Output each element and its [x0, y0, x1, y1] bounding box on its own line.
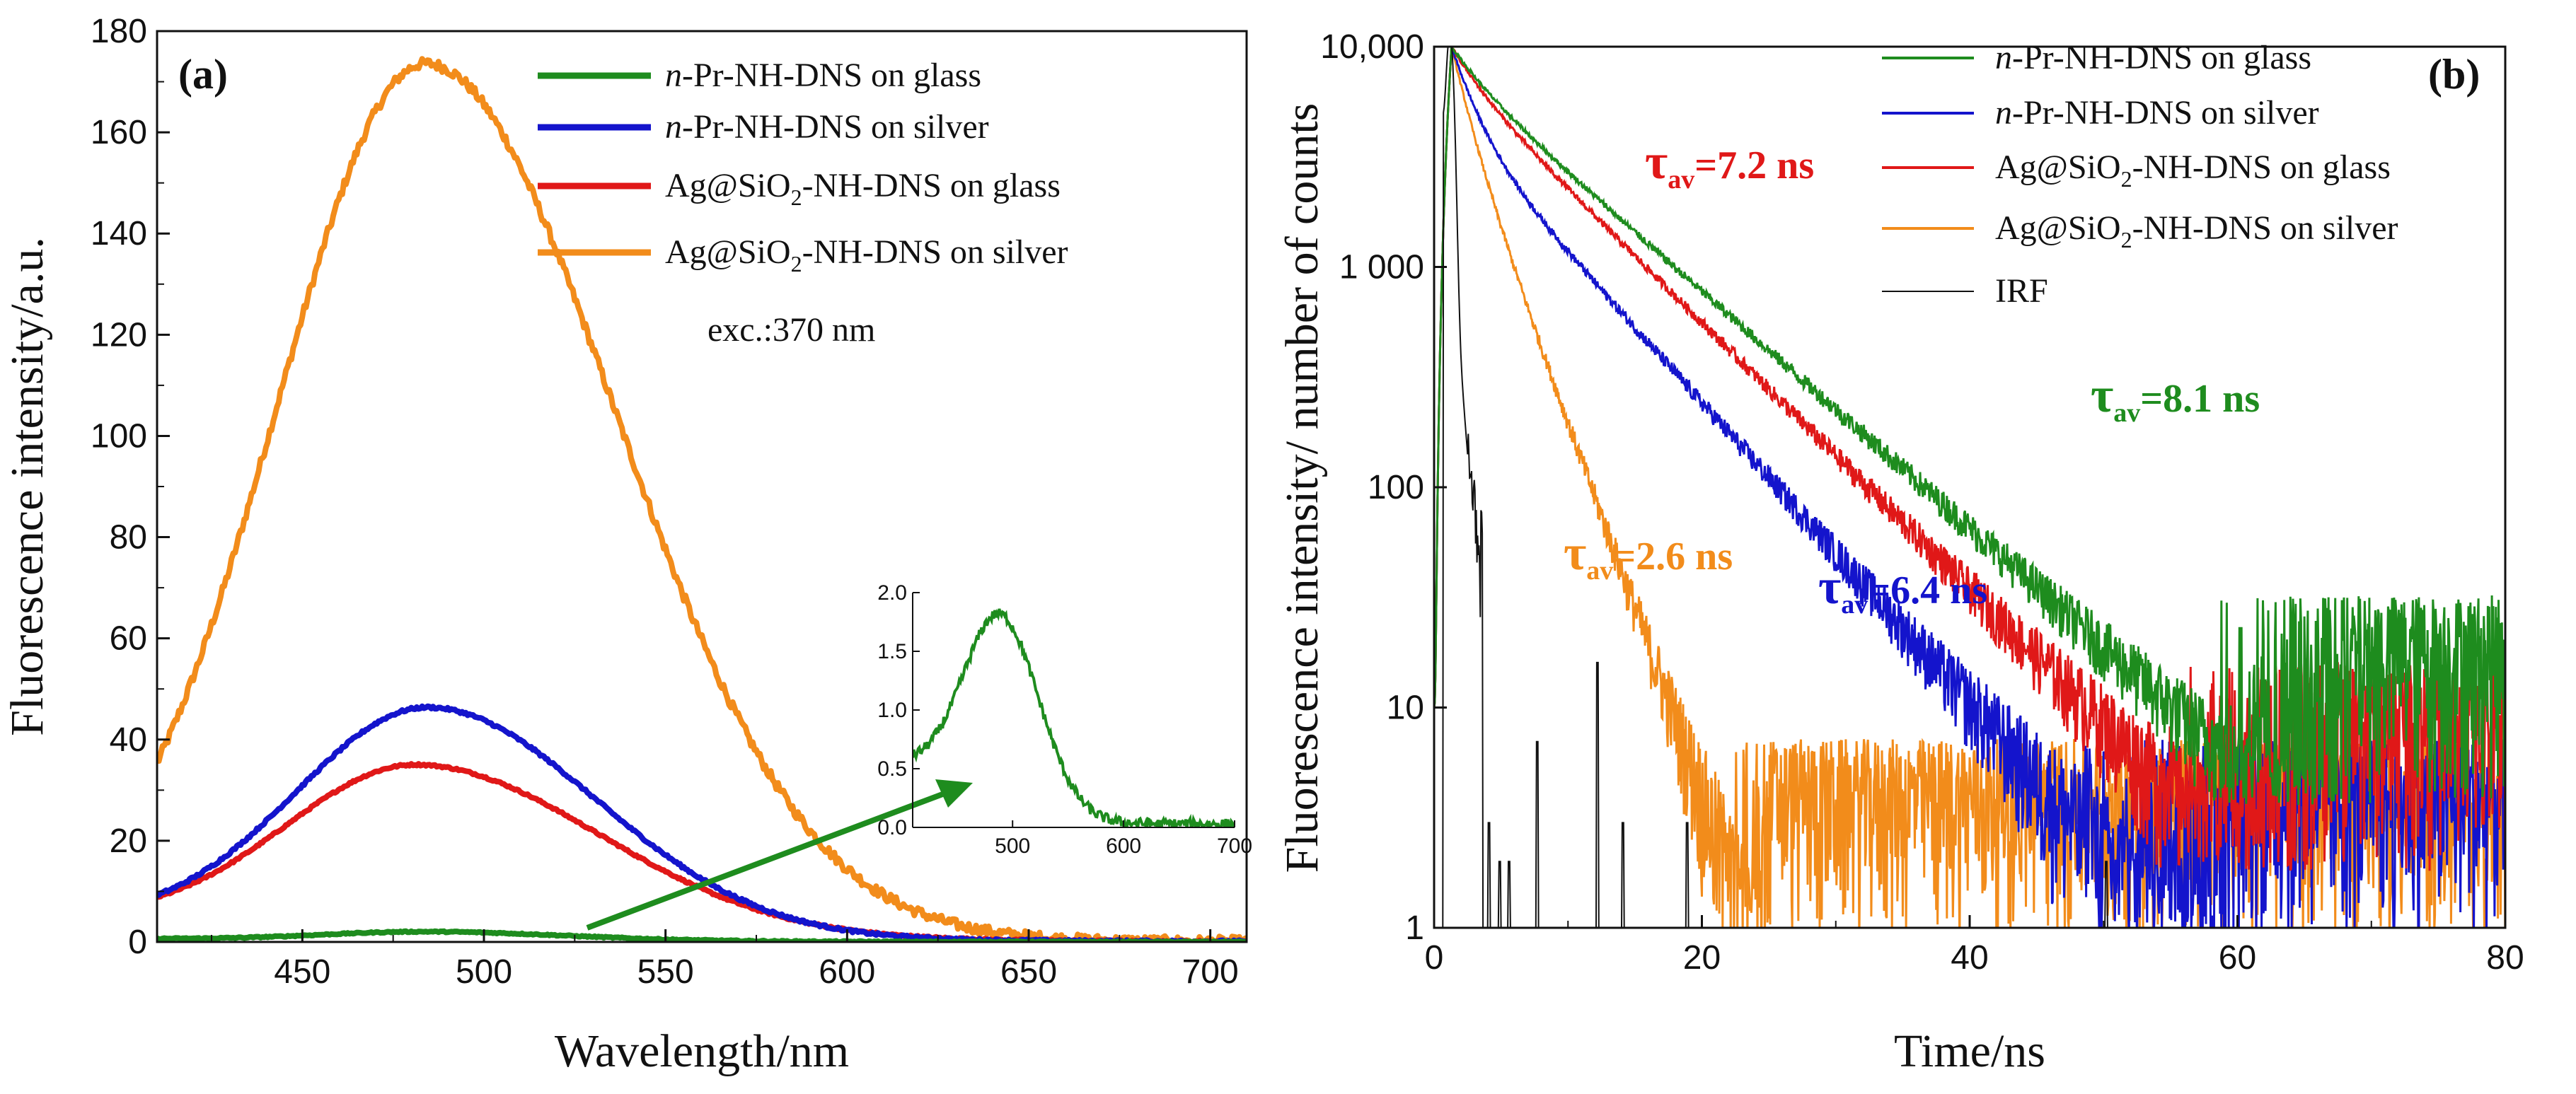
panel-b-legend: n-Pr-NH-DNS on glass n-Pr-NH-DNS on silv… [1882, 39, 2398, 310]
panel-a-y-ticks: 0 20 40 60 80 100 120 140 160 180 [91, 13, 170, 961]
legend-b-entry-1: n-Pr-NH-DNS on glass [1995, 39, 2311, 76]
tau-annotation-orange: τav=2.6 ns [1564, 526, 1733, 586]
inset-series-group [913, 608, 1235, 827]
a-y-tick-label-6: 120 [91, 316, 147, 354]
b-x-tick-label-4: 80 [2486, 939, 2524, 977]
b-y-tick-label-3: 1 000 [1339, 249, 1424, 286]
a-y-tick-label-1: 20 [110, 822, 147, 860]
b-y-tick-label-0: 1 [1405, 909, 1424, 947]
inset-x-ticks: 500 600 700 [995, 820, 1252, 858]
legend-b-entry-2: n-Pr-NH-DNS on silver [1995, 94, 2319, 132]
legend-a-entry-3: Ag@SiO2-NH-DNS on glass [665, 167, 1061, 210]
inset-y-tick-label-4: 2.0 [877, 581, 907, 605]
a-y-tick-label-9: 180 [91, 13, 147, 50]
a-y-tick-label-2: 40 [110, 721, 147, 759]
inset-x-tick-label-0: 500 [995, 834, 1030, 858]
a-y-tick-label-3: 60 [110, 620, 147, 658]
a-x-tick-label-1: 500 [456, 953, 512, 991]
b-x-tick-label-0: 0 [1425, 939, 1444, 977]
inset-x-tick-label-1: 600 [1106, 834, 1141, 858]
legend-b-entry-3: Ag@SiO2-NH-DNS on glass [1995, 149, 2391, 192]
a-y-tick-label-5: 100 [91, 417, 147, 455]
inset-y-tick-label-2: 1.0 [877, 699, 907, 722]
a-series-line-1 [157, 703, 1247, 942]
inset-y-tick-label-3: 1.5 [877, 640, 907, 663]
panel-a-y-axis-title: Fluorescence intensity/a.u. [1, 237, 53, 736]
b-x-tick-label-1: 20 [1683, 939, 1721, 977]
arrow-shaft [586, 791, 946, 931]
b-x-tick-label-2: 40 [1951, 939, 1988, 977]
panel-b-x-ticks: 0 20 40 60 80 [1425, 915, 2524, 977]
b-series-line-0 [1434, 47, 2505, 805]
panel-a-legend: n-Pr-NH-DNS on glass n-Pr-NH-DNS on silv… [538, 57, 1068, 349]
legend-a-entry-2: n-Pr-NH-DNS on silver [665, 108, 989, 146]
b-y-tick-label-4: 10,000 [1320, 28, 1424, 66]
excitation-annotation: exc.:370 nm [707, 311, 875, 349]
inset-series-line [913, 608, 1235, 827]
panel-b-y-ticks: 1 10 100 1 000 10,000 [1320, 28, 1447, 947]
panel-b-x-axis-title: Time/ns [1894, 1025, 2045, 1077]
inset-y-tick-label-0: 0.0 [877, 816, 907, 839]
b-y-tick-label-2: 100 [1368, 469, 1424, 506]
tau-annotation-green: τav=8.1 ns [2091, 368, 2260, 428]
panel-a-inset: 500 600 700 0.0 0.5 1.0 1.5 2.0 [877, 581, 1252, 858]
inset-pointer-arrow [586, 779, 973, 931]
legend-a-entry-4: Ag@SiO2-NH-DNS on silver [665, 233, 1068, 277]
b-series-line-2 [1434, 47, 2505, 871]
panel-b-label: (b) [2428, 51, 2480, 98]
legend-b-entry-5: IRF [1995, 272, 2048, 310]
a-y-tick-label-7: 140 [91, 215, 147, 252]
panel-a-x-axis-title: Wavelength/nm [555, 1025, 849, 1077]
a-y-tick-label-0: 0 [128, 924, 147, 961]
inset-y-tick-label-1: 0.5 [877, 757, 907, 781]
a-x-tick-label-3: 600 [819, 953, 875, 991]
panel-b-y-axis-title: Fluorescence intensity/ number of counts [1276, 103, 1328, 873]
a-series-line-2 [157, 761, 1247, 942]
panel-a: 450 500 550 600 650 700 0 20 40 60 80 100 120 140 160… [1, 13, 1252, 1077]
inset-y-ticks: 0.0 0.5 1.0 1.5 2.0 [877, 581, 920, 839]
b-y-tick-label-1: 10 [1387, 689, 1424, 727]
tau-annotation-blue: τav=6.4 ns [1818, 560, 1987, 619]
tau-annotation-red: τav=7.2 ns [1645, 135, 1814, 194]
arrow-head [935, 779, 973, 808]
a-y-tick-label-4: 80 [110, 519, 147, 557]
legend-b-entry-4: Ag@SiO2-NH-DNS on silver [1995, 209, 2398, 252]
legend-a-entry-1: n-Pr-NH-DNS on glass [665, 57, 981, 94]
a-x-tick-label-4: 650 [1000, 953, 1057, 991]
panel-b-series-group [1434, 47, 2505, 928]
inset-x-tick-label-2: 700 [1217, 834, 1252, 858]
b-x-tick-label-3: 60 [2219, 939, 2256, 977]
a-x-tick-label-0: 450 [274, 953, 330, 991]
panel-a-label: (a) [178, 51, 228, 98]
a-x-tick-label-5: 700 [1182, 953, 1239, 991]
a-y-tick-label-8: 160 [91, 114, 147, 151]
panel-a-x-ticks: 450 500 550 600 650 700 [211, 929, 1239, 991]
a-x-tick-label-2: 550 [637, 953, 694, 991]
